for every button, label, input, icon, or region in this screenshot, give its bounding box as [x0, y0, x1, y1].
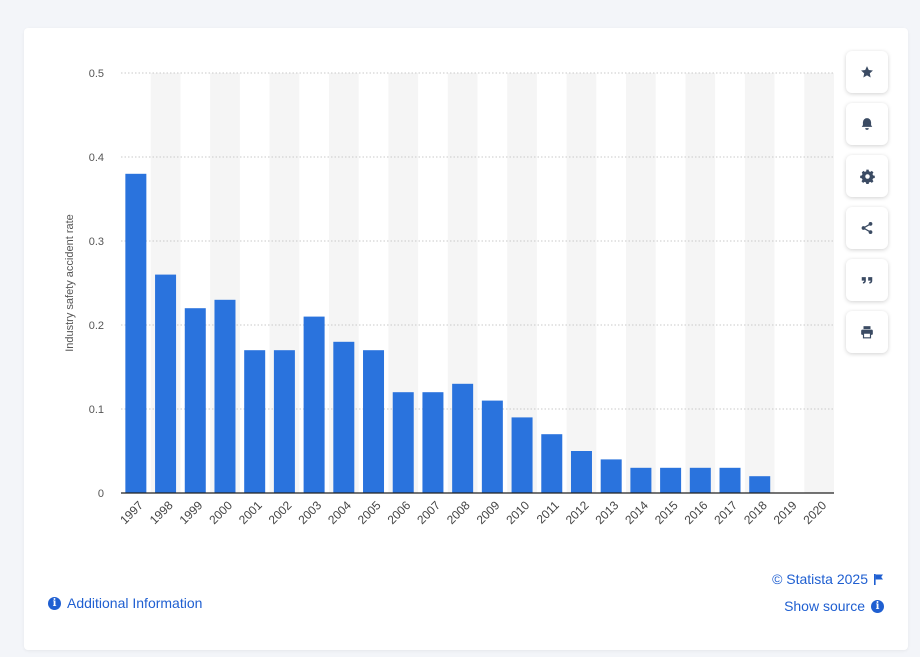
bell-icon [861, 118, 873, 130]
bars [125, 173, 771, 494]
share-icon [861, 222, 873, 234]
bar-1997[interactable] [125, 173, 147, 494]
favorite-button[interactable] [846, 51, 888, 93]
show-source-link[interactable]: Show source i [784, 598, 884, 614]
bar-2000[interactable] [214, 299, 236, 493]
x-tick-label: 2003 [295, 498, 324, 527]
show-source-text: Show source [784, 598, 865, 614]
bar-2001[interactable] [244, 350, 266, 493]
bar-2007[interactable] [422, 392, 444, 493]
x-tick-label: 2011 [534, 498, 562, 526]
x-tick-label: 2007 [414, 498, 443, 527]
settings-button[interactable] [846, 155, 888, 197]
star-icon [861, 66, 873, 78]
bar-2018[interactable] [749, 476, 771, 493]
x-tick-label: 2014 [622, 498, 651, 527]
bar-2009[interactable] [481, 400, 503, 493]
notification-button[interactable] [846, 103, 888, 145]
x-tick-label: 2006 [385, 498, 414, 527]
share-button[interactable] [846, 207, 888, 249]
bar-2008[interactable] [452, 383, 474, 493]
bar-1998[interactable] [155, 274, 177, 493]
column-band [804, 73, 834, 493]
x-tick-label: 2019 [771, 498, 800, 527]
bar-2016[interactable] [689, 467, 711, 493]
additional-information-link[interactable]: i Additional Information [48, 595, 202, 611]
bar-2014[interactable] [630, 467, 652, 493]
x-tick-label: 2004 [325, 498, 354, 527]
x-tick-label: 2009 [474, 498, 503, 527]
x-tick-label: 2017 [711, 498, 740, 527]
info-icon: i [48, 596, 61, 610]
gear-icon [859, 169, 875, 184]
column-band [685, 73, 716, 493]
bar-1999[interactable] [184, 308, 206, 493]
additional-information-text: Additional Information [67, 595, 203, 611]
bar-2013[interactable] [600, 459, 622, 493]
bar-2003[interactable] [303, 316, 325, 493]
x-tick-label: 2005 [355, 498, 384, 527]
x-tick-label: 2008 [444, 498, 473, 527]
x-tick-label: 2016 [682, 498, 711, 527]
bar-2011[interactable] [541, 434, 563, 493]
y-axis: 0 0.1 0.2 0.3 0.4 0.5 [89, 68, 104, 500]
x-tick-label: 1999 [177, 498, 206, 527]
y-tick-label: 0.5 [89, 68, 104, 80]
bar-2017[interactable] [719, 467, 741, 493]
column-band [626, 73, 656, 493]
x-tick-label: 1998 [147, 498, 176, 527]
y-tick-label: 0.2 [89, 320, 104, 332]
quote-icon [861, 277, 873, 284]
bar-2015[interactable] [660, 467, 682, 493]
x-tick-label: 2001 [236, 498, 265, 527]
y-tick-label: 0 [98, 488, 104, 500]
y-tick-label: 0.3 [89, 236, 104, 248]
printer-icon [861, 326, 873, 339]
copyright-link[interactable]: © Statista 2025 [772, 571, 884, 587]
info-icon: i [871, 599, 884, 613]
bar-2006[interactable] [392, 392, 414, 493]
x-tick-label: 2000 [206, 498, 235, 527]
x-axis: 1997 1998 1999 2000 2001 2002 2003 2004 2005 2006… [117, 492, 834, 527]
x-tick-label: 2010 [503, 498, 532, 527]
bar-2002[interactable] [273, 350, 295, 493]
x-tick-label: 2002 [266, 498, 295, 527]
print-button[interactable] [846, 311, 888, 353]
column-band [566, 73, 597, 493]
flag-icon [874, 573, 883, 585]
bar-2005[interactable] [363, 350, 385, 493]
y-axis-title: Industry safety accident rate [64, 214, 76, 352]
y-tick-label: 0.1 [89, 404, 104, 416]
x-tick-label: 2018 [741, 498, 770, 527]
y-tick-label: 0.4 [89, 152, 104, 164]
x-tick-label: 2020 [800, 498, 829, 527]
cite-button[interactable] [846, 259, 888, 301]
x-tick-label: 1997 [117, 498, 146, 527]
column-band [744, 73, 775, 493]
copyright-text: © Statista 2025 [772, 571, 868, 587]
bar-2004[interactable] [333, 341, 355, 493]
x-tick-label: 2013 [593, 498, 622, 527]
x-tick-label: 2015 [652, 498, 681, 527]
bar-2012[interactable] [570, 451, 592, 493]
x-tick-label: 2012 [563, 498, 592, 527]
bar-2010[interactable] [511, 417, 533, 493]
